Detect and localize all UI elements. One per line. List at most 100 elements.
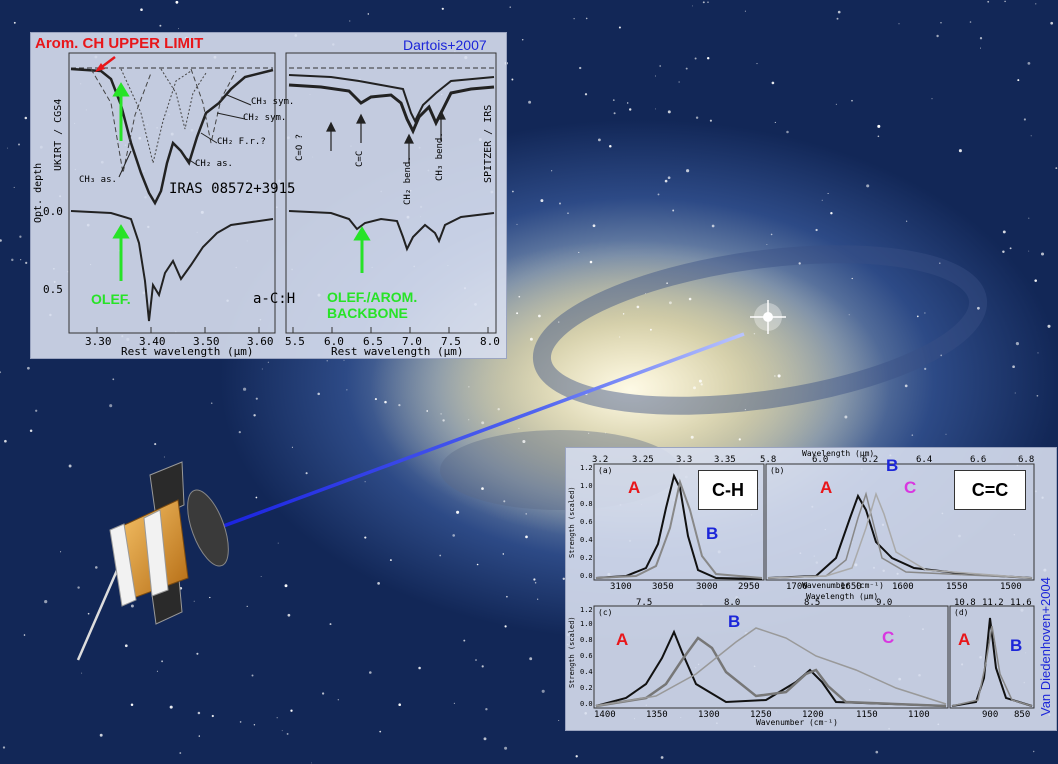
annotation-leaders [118,94,252,178]
star [534,582,537,584]
star [239,721,242,723]
star [541,689,545,693]
star [706,56,710,60]
spitzer-axis-label: SPITZER / IRS [483,104,494,183]
star [551,170,553,172]
spectrum-curve-b [951,625,1033,707]
star [261,368,263,370]
star [685,67,688,70]
star [848,314,850,316]
star [243,387,247,391]
citation-dartois: Dartois+2007 [403,37,487,53]
star [690,435,694,439]
star [836,17,839,20]
red-arrow-icon [95,56,116,72]
star [159,24,162,27]
star [439,554,442,557]
x-tick-marks [96,327,489,333]
star [346,389,348,391]
x-tick-label: 3.40 [139,335,166,348]
star [87,612,90,615]
star [958,149,962,153]
star [1012,365,1015,369]
star [29,429,33,432]
star [196,652,199,655]
spectrum-curve-b [595,478,763,579]
tick-label: 1150 [856,710,878,720]
tick-label: 1400 [594,710,616,720]
star [636,305,640,309]
star [1050,21,1054,25]
star [379,730,382,733]
y-tick-label: 1.2 [580,464,593,472]
wavelength-axis-label-2: Wavelength (μm) [806,592,879,601]
panel-d-tag: (d) [954,608,969,617]
star [1014,392,1016,394]
x-tick-label: 6.0 [324,335,344,348]
star [463,639,466,642]
star [277,542,279,544]
star [317,392,320,396]
star [562,577,565,580]
star [597,138,601,142]
tick-label: 3.3 [676,455,693,465]
tick-label: 1200 [802,710,824,720]
star [945,433,947,435]
wavelength-axis-label: Wavelength (μm) [802,449,875,458]
star [931,98,933,100]
star [441,7,444,10]
annotation-ch3-bend: CH₃ bend. [435,132,445,181]
tick-label: 3.35 [714,455,736,465]
star [1032,750,1035,753]
star [693,386,696,390]
star [154,443,157,446]
annotation-ch2-fr: CH₂ F.r.? [217,137,266,147]
star [44,600,48,604]
star [509,6,511,8]
y-tick-label: 0.2 [580,554,593,562]
annotation-cc: C=C [355,150,365,167]
star [592,224,596,228]
star [584,93,588,96]
star [700,383,703,386]
tick-label: 5.8 [760,455,777,465]
star [877,135,880,138]
spectrum-curve [288,74,495,124]
star [398,703,402,706]
star [666,282,668,284]
star [1055,167,1058,169]
star [175,0,179,4]
star [179,752,182,754]
star [702,1,705,4]
tick-label: 6.4 [916,455,933,465]
star [1036,394,1039,397]
star [522,439,526,444]
tick-label: 900 [982,710,999,720]
spectrum-curve-c [595,627,947,707]
olef-arom-label: OLEF./AROM. [327,289,418,305]
star [672,209,675,212]
star [518,427,520,429]
star [678,81,680,83]
star [558,719,560,722]
star [81,672,83,674]
star [559,202,561,205]
x-axis-label-right: Rest wavelength (μm) [331,345,464,358]
star [485,708,488,711]
wavenumber-axis-label-2: Wavenumber (cm⁻¹) [756,718,838,727]
tick-label: 1550 [946,582,968,592]
star [253,724,256,726]
spectrum-fit-dashed [90,68,152,174]
star [821,199,823,201]
star [198,735,200,737]
star [668,301,672,305]
star [140,8,143,11]
ir-spectrum-panel-top: Arom. CH UPPER LIMIT Dartois+2007 UKIRT … [30,32,507,359]
olef-label: OLEF. [91,291,131,307]
star [504,746,508,750]
star [904,384,908,388]
spectrum-fit-dashed [190,68,237,144]
star [529,657,533,661]
star [11,258,14,262]
star [877,124,881,128]
